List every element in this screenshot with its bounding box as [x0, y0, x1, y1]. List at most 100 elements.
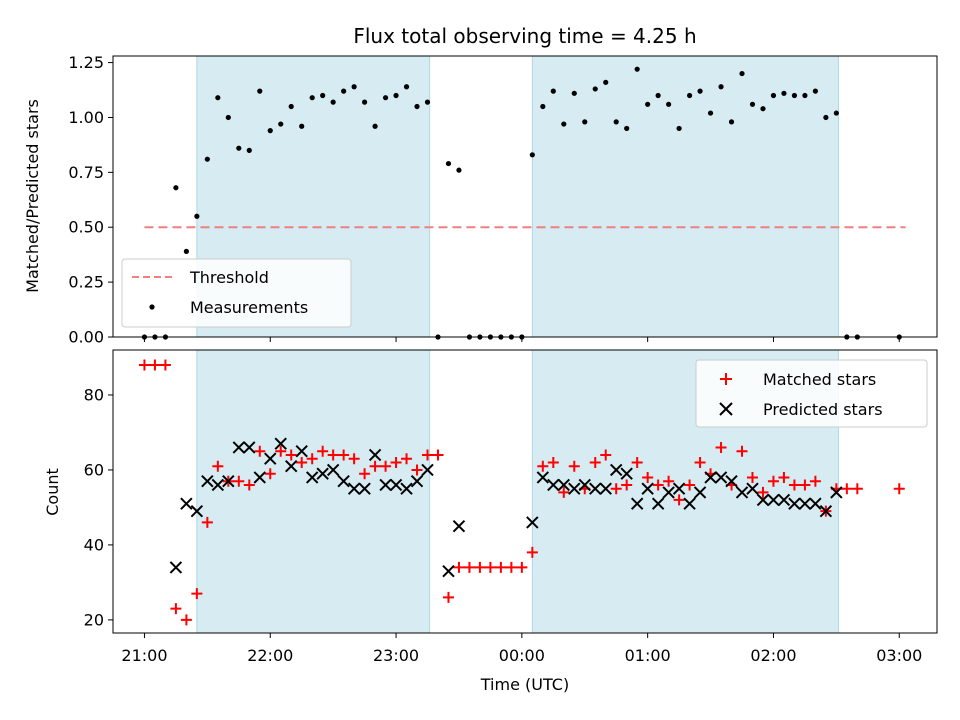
- measurement-point: [561, 121, 567, 127]
- top-legend: Threshold Measurements: [121, 258, 352, 328]
- predicted-star-marker: [201, 474, 214, 488]
- measurement-point: [403, 84, 410, 90]
- top-axes-frame: [112, 55, 938, 338]
- legend-predicted-swatch: [719, 402, 733, 416]
- predicted-star-marker: [347, 482, 361, 495]
- predicted-star-marker: [547, 478, 560, 492]
- predicted-star-marker: [389, 478, 403, 492]
- x-tick-label: 02:00: [750, 646, 796, 665]
- measurement-point: [278, 121, 284, 127]
- legend-measurements-swatch: [149, 304, 155, 310]
- bottom-legend: Matched stars Predicted stars: [695, 359, 928, 428]
- predicted-star-marker: [735, 486, 749, 499]
- y-tick-label: 0.00: [68, 328, 104, 347]
- bottom-panel: 20 40 60 80 21:00 22:00 23:00 00:00 01:00 02:00 0…: [43, 349, 938, 694]
- predicted-star-marker: [777, 493, 791, 507]
- predicted-star-marker: [190, 504, 204, 518]
- predicted-star-marker: [285, 459, 298, 473]
- measurement-point: [550, 88, 556, 94]
- measurement-point: [204, 156, 210, 162]
- matched-star-marker: [432, 449, 444, 461]
- matched-star-marker: [348, 453, 360, 465]
- measurement-point: [540, 103, 546, 110]
- matched-star-marker: [621, 479, 633, 491]
- measurement-points: [141, 66, 902, 340]
- matched-star-marker: [799, 479, 811, 491]
- y-tick-label: 0.50: [68, 218, 104, 237]
- measurement-point: [686, 92, 693, 99]
- matched-star-marker: [380, 460, 392, 472]
- legend-threshold-label: Threshold: [189, 268, 269, 287]
- predicted-star-marker: [662, 486, 675, 499]
- matched-star-marker: [275, 445, 287, 457]
- matched-star-marker: [558, 486, 570, 498]
- predicted-star-marker: [651, 497, 665, 510]
- matched-star-marker: [422, 449, 434, 461]
- measurement-point: [749, 101, 756, 107]
- bottom-y-axis-label: Count: [43, 468, 62, 516]
- y-tick-label: 1.25: [68, 53, 104, 72]
- y-tick-label: 1.00: [68, 108, 104, 127]
- predicted-star-marker: [599, 482, 612, 495]
- predicted-star-marker: [421, 463, 434, 477]
- matched-star-marker: [243, 479, 255, 491]
- measurement-point: [770, 92, 777, 99]
- y-tick-label: 60: [84, 460, 104, 479]
- predicted-star-marker: [452, 519, 466, 533]
- y-tick-label: 0.25: [68, 273, 104, 292]
- predicted-star-marker: [211, 478, 225, 492]
- matched-star-marker: [505, 561, 517, 573]
- measurement-point: [330, 99, 336, 105]
- bottom-axes-frame: [112, 349, 938, 634]
- measurement-point: [257, 88, 263, 94]
- measurement-point: [456, 167, 462, 173]
- measurement-point: [666, 101, 672, 107]
- predicted-star-marker: [767, 493, 780, 507]
- matched-star-marker: [663, 475, 675, 487]
- shaded-region: [196, 349, 431, 634]
- predicted-star-marker: [568, 482, 581, 495]
- y-tick-label: 80: [84, 385, 104, 404]
- matched-star-marker: [893, 483, 905, 495]
- matched-star-marker: [442, 591, 454, 603]
- predicted-star-marker: [316, 467, 329, 480]
- matched-star-marker: [159, 359, 171, 371]
- measurement-point: [592, 86, 598, 92]
- matched-star-marker: [746, 471, 758, 483]
- measurement-point: [697, 88, 703, 94]
- measurement-point: [603, 79, 609, 85]
- matched-star-marker: [642, 471, 654, 483]
- matched-star-marker: [138, 359, 150, 371]
- measurement-point: [655, 92, 661, 99]
- measurement-point: [445, 160, 452, 167]
- predicted-star-marker: [337, 474, 350, 488]
- predicted-star-marker: [672, 482, 686, 495]
- top-shaded-regions: [196, 55, 839, 338]
- matched-star-marker: [526, 546, 538, 558]
- predicted-star-marker: [400, 482, 413, 495]
- matched-star-marker: [285, 449, 297, 461]
- legend-matched-label: Matched stars: [763, 370, 876, 389]
- predicted-star-marker: [442, 564, 455, 578]
- x-tick-label: 00:00: [499, 646, 545, 665]
- matched-star-marker: [841, 483, 853, 495]
- x-tick-label: 23:00: [373, 646, 419, 665]
- predicted-star-marker: [819, 504, 833, 518]
- measurement-point: [393, 92, 399, 99]
- measurement-point: [582, 119, 588, 125]
- top-x-ticks: [143, 337, 900, 342]
- measurement-point: [624, 125, 630, 132]
- predicted-star-marker: [169, 561, 183, 574]
- measurement-point: [613, 119, 619, 125]
- measurement-point: [299, 123, 305, 129]
- matched-star-marker: [296, 456, 308, 468]
- predicted-star-marker: [410, 474, 424, 488]
- matched-star-marker: [736, 445, 748, 457]
- measurement-point: [309, 95, 315, 101]
- predicted-star-marker: [232, 441, 246, 454]
- y-tick-label: 20: [84, 610, 104, 629]
- predicted-star-marker: [830, 486, 843, 499]
- matched-star-marker: [484, 561, 496, 573]
- matched-star-marker: [474, 561, 486, 573]
